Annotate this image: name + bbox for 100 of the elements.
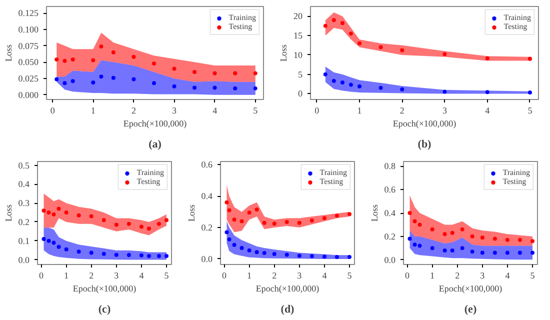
- point: [485, 90, 490, 94]
- y-tick-label: 0.4: [384, 208, 396, 218]
- point: [400, 48, 404, 52]
- point: [62, 81, 67, 86]
- point: [152, 61, 156, 66]
- point: [99, 44, 104, 48]
- point: [52, 212, 56, 216]
- point: [310, 218, 314, 222]
- point: [91, 80, 96, 84]
- point: [492, 236, 497, 241]
- x-tick-label: 0: [50, 106, 56, 116]
- point: [126, 253, 131, 258]
- point: [358, 41, 362, 46]
- point: [232, 242, 236, 247]
- point: [442, 90, 447, 94]
- x-tick-label: 3: [114, 270, 120, 280]
- y-tick-label: 20: [294, 11, 303, 22]
- point: [505, 250, 510, 255]
- point: [240, 219, 244, 224]
- point: [253, 71, 258, 76]
- y-tick-label: 0.075: [18, 40, 39, 51]
- point: [192, 86, 197, 90]
- point: [460, 227, 464, 232]
- point: [400, 87, 404, 92]
- point: [89, 250, 94, 255]
- y-tick-label: 0.2: [201, 222, 212, 233]
- point: [52, 240, 56, 245]
- point: [297, 220, 302, 225]
- point: [54, 77, 59, 82]
- y-tick-label: 0.2: [18, 216, 30, 227]
- point: [111, 50, 116, 54]
- y-axis-title: Loss: [186, 204, 196, 222]
- point: [139, 224, 144, 229]
- text: (d): [280, 304, 295, 316]
- point: [132, 54, 136, 59]
- point: [56, 206, 61, 211]
- point: [227, 208, 232, 212]
- x-tick-label: 4: [322, 270, 328, 280]
- point: [227, 237, 232, 242]
- point: [102, 252, 106, 256]
- point: [46, 238, 51, 243]
- x-tick-label: 3: [172, 106, 178, 116]
- legend-label: Testing: [504, 22, 528, 31]
- point: [172, 66, 176, 71]
- point: [156, 222, 161, 226]
- point: [284, 252, 289, 257]
- x-tick-label: 2: [272, 270, 277, 280]
- point: [332, 78, 336, 83]
- point: [146, 254, 151, 258]
- point: [348, 82, 353, 87]
- legend-label: Training: [228, 13, 256, 22]
- point: [530, 239, 534, 244]
- y-tick-label: 0.3: [18, 198, 30, 208]
- y-axis-title: Loss: [3, 44, 14, 62]
- y-axis-title: Loss: [278, 44, 288, 62]
- y-tick-label: 0.6: [201, 160, 213, 170]
- y-tick-label: 0.8: [384, 161, 396, 172]
- legend-label: Training: [136, 168, 164, 177]
- y-tick-label: 0.0: [201, 254, 213, 264]
- point: [56, 244, 61, 249]
- x-tick-label: 2: [400, 106, 404, 116]
- point: [347, 212, 352, 216]
- point: [46, 210, 51, 215]
- point: [253, 86, 258, 90]
- x-tick-label: 1: [64, 270, 69, 280]
- point: [254, 207, 259, 212]
- x-tick-label: 0: [314, 106, 320, 116]
- point: [146, 226, 151, 231]
- point: [528, 56, 532, 61]
- point: [470, 234, 474, 238]
- point: [323, 24, 328, 28]
- point: [412, 219, 417, 224]
- legend-label: Training: [504, 13, 531, 22]
- point: [418, 222, 422, 227]
- x-tick-label: 3: [480, 270, 486, 280]
- y-axis-title: Loss: [3, 204, 14, 222]
- point: [172, 84, 176, 88]
- point: [334, 214, 339, 218]
- y-tick-label: 0.5: [18, 160, 30, 170]
- point: [347, 254, 352, 259]
- point: [442, 52, 447, 56]
- x-axis-title: Epoch(×100,000): [256, 284, 320, 294]
- point: [284, 220, 289, 224]
- text: (e): [464, 304, 477, 316]
- x-tick-label: 1: [247, 270, 252, 280]
- point: [430, 227, 434, 232]
- point: [70, 58, 75, 62]
- legend-label: Testing: [320, 177, 344, 186]
- point: [212, 71, 217, 76]
- point: [442, 248, 447, 252]
- point: [192, 70, 197, 74]
- point: [240, 246, 244, 250]
- point: [340, 21, 344, 26]
- point: [233, 71, 238, 76]
- point: [334, 254, 339, 259]
- text: (a): [148, 138, 162, 150]
- y-tick-label: 0.100: [18, 24, 39, 34]
- point: [272, 252, 276, 256]
- point: [262, 220, 266, 225]
- x-tick-label: 5: [528, 106, 533, 116]
